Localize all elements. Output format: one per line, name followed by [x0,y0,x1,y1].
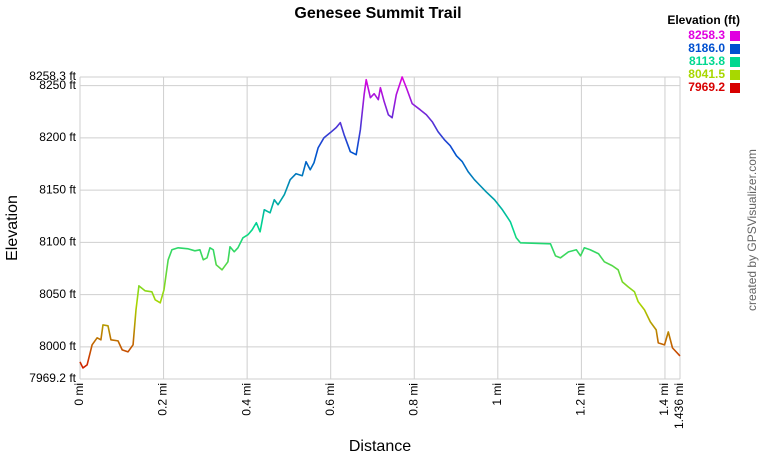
y-tick-label: 8100 ft [39,235,76,249]
x-tick-label: 0.4 mi [239,383,253,416]
legend-label: 8186.0 [688,41,725,55]
y-tick-label: 8250 ft [39,78,76,92]
x-tick-label: 0.6 mi [323,383,337,416]
y-tick-label: 8200 ft [39,130,76,144]
x-tick-label: 1.436 mi [672,383,686,429]
y-tick-label: 8000 ft [39,339,76,353]
x-axis-label: Distance [349,438,411,455]
x-tick-label: 0 mi [72,383,86,406]
elevation-line [79,76,681,369]
x-tick-label: 0.8 mi [406,383,420,416]
x-tick-label: 1 mi [490,383,504,406]
legend-swatch [730,70,740,80]
y-tick-label: 8050 ft [39,287,76,301]
legend-label: 8258.3 [688,28,725,42]
legend-swatch [730,57,740,67]
y-axis-label: Elevation [4,195,21,261]
x-tick-label: 1.4 mi [657,383,671,416]
credit: created by GPSVisualizer.com [745,149,759,311]
legend-label: 7969.2 [688,80,725,94]
legend-title: Elevation (ft) [667,13,740,27]
x-tick-label: 1.2 mi [574,383,588,416]
chart-title: Genesee Summit Trail [294,5,461,22]
legend-label: 8113.8 [689,54,725,68]
x-tick-label: 0.2 mi [156,383,170,416]
y-tick-label: 8150 ft [39,182,76,196]
legend-swatch [730,44,740,54]
y-tick-label: 8258.3 ft [29,69,76,83]
y-tick-label: 7969.2 ft [29,371,76,385]
legend-label: 8041.5 [688,67,725,81]
legend-swatch [730,31,740,41]
legend-swatch [730,83,740,93]
